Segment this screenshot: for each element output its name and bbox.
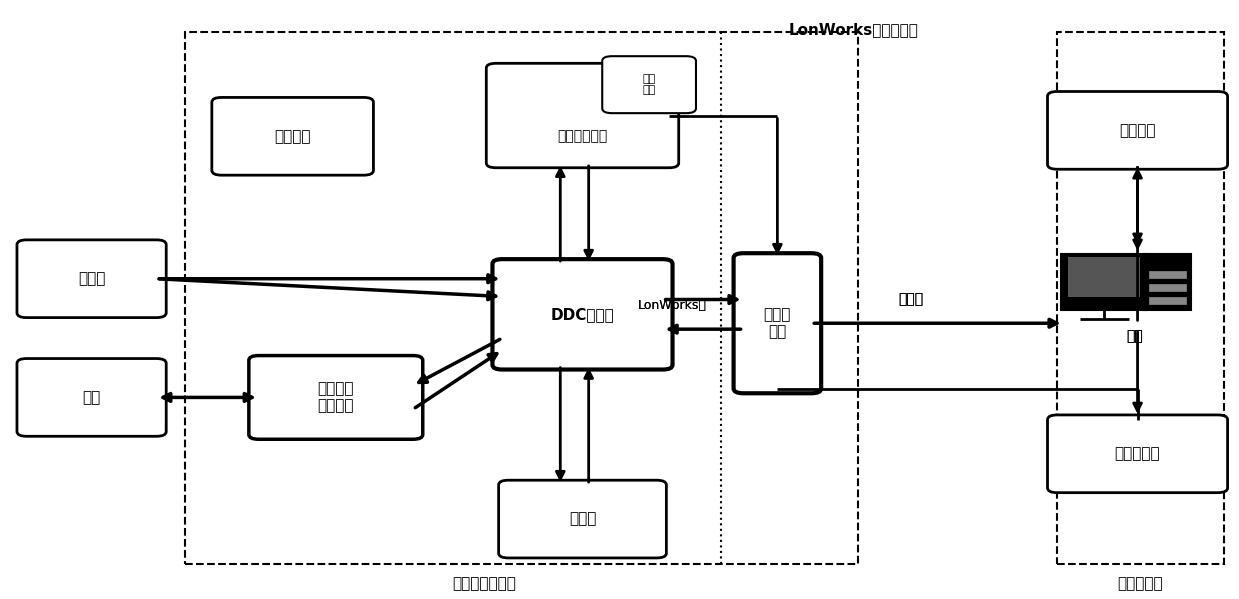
FancyBboxPatch shape (602, 56, 696, 113)
Bar (1068, 257, 1140, 298)
FancyBboxPatch shape (249, 356, 422, 439)
FancyBboxPatch shape (486, 63, 679, 168)
Text: 操作显示面板: 操作显示面板 (558, 129, 607, 143)
FancyBboxPatch shape (498, 480, 667, 558)
Text: LonWprks网: LonWprks网 (638, 299, 707, 312)
Text: LonWprks网: LonWprks网 (638, 299, 707, 312)
Text: 智能
仪表: 智能 仪表 (643, 74, 655, 95)
Text: 变频器、
软启动器: 变频器、 软启动器 (317, 381, 354, 414)
Text: 电脑: 电脑 (1126, 329, 1144, 343)
FancyBboxPatch shape (17, 359, 166, 436)
Text: 以太网: 以太网 (898, 292, 923, 307)
Bar (1057, 32, 1224, 564)
Bar (186, 32, 857, 564)
FancyBboxPatch shape (1047, 415, 1228, 492)
Text: 数据存储: 数据存储 (1119, 123, 1156, 138)
Text: 传感器: 传感器 (78, 271, 105, 286)
FancyBboxPatch shape (1047, 92, 1228, 170)
Text: 上位机监控: 上位机监控 (1118, 576, 1163, 591)
FancyBboxPatch shape (492, 259, 673, 370)
Text: 以太网: 以太网 (898, 292, 923, 307)
Bar (1149, 297, 1186, 304)
FancyBboxPatch shape (212, 98, 373, 175)
Bar (1144, 253, 1191, 310)
Text: 水泵: 水泵 (83, 390, 100, 405)
Text: DDC控制器: DDC控制器 (550, 307, 615, 322)
Bar (1061, 253, 1147, 310)
FancyBboxPatch shape (733, 253, 821, 394)
Text: LonWorks现场控制网: LonWorks现场控制网 (789, 22, 919, 37)
Text: 监控、报警: 监控、报警 (1115, 446, 1161, 461)
Text: 智能变频控制柜: 智能变频控制柜 (452, 576, 515, 591)
Text: 电脑: 电脑 (1126, 329, 1144, 343)
Text: 接触器: 接触器 (569, 512, 596, 527)
Text: 散热模块: 散热模块 (274, 129, 311, 144)
Text: 网络控
制器: 网络控 制器 (763, 307, 790, 340)
FancyBboxPatch shape (17, 240, 166, 317)
Bar (1149, 284, 1186, 291)
Bar (1149, 271, 1186, 278)
